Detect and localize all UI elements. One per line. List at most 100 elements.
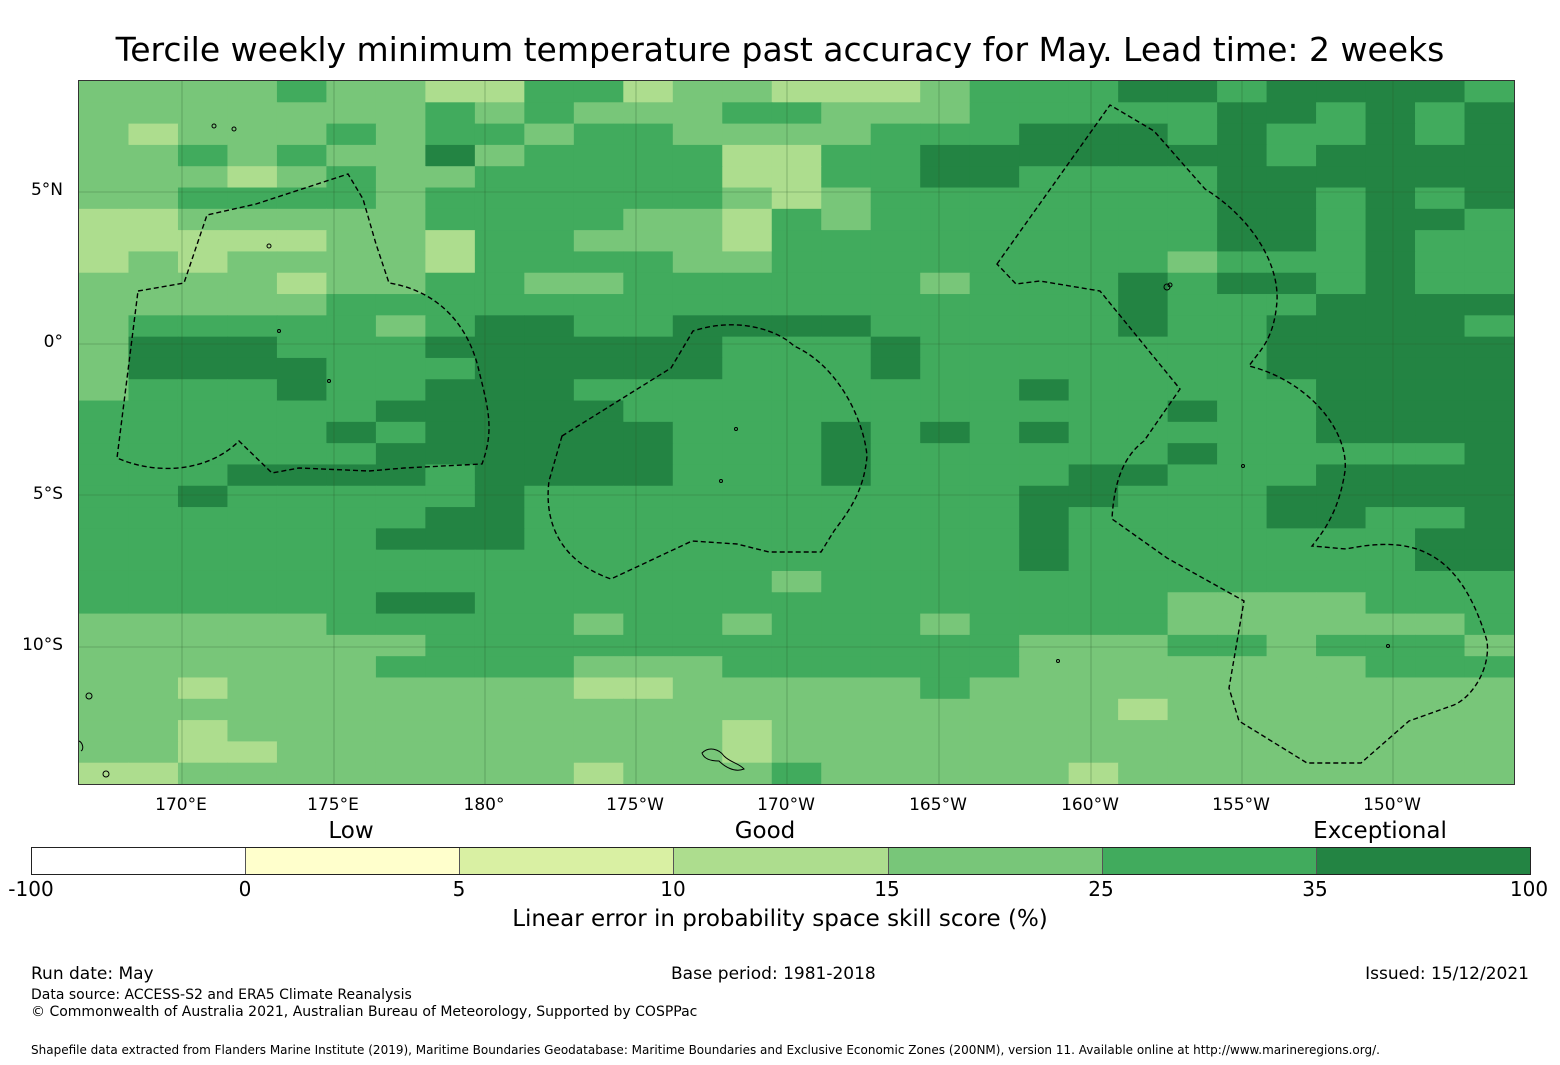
skill-cell bbox=[1316, 613, 1367, 636]
skill-cell bbox=[1464, 315, 1514, 338]
skill-cell bbox=[227, 613, 278, 636]
skill-cell bbox=[1266, 549, 1317, 572]
skill-cell bbox=[1316, 315, 1367, 338]
skill-cell bbox=[969, 592, 1020, 615]
skill-cell bbox=[1266, 443, 1317, 466]
skill-cell bbox=[1415, 528, 1466, 551]
skill-cell bbox=[375, 613, 426, 636]
skill-cell bbox=[771, 357, 822, 380]
run-date: Run date: May bbox=[31, 964, 154, 984]
skill-cell bbox=[1118, 123, 1169, 146]
skill-cell bbox=[79, 272, 130, 295]
skill-cell bbox=[920, 592, 971, 615]
skill-cell bbox=[821, 421, 872, 444]
skill-cell bbox=[1019, 570, 1070, 593]
skill-cell bbox=[1068, 677, 1119, 700]
skill-cell bbox=[920, 208, 971, 231]
skill-cell bbox=[276, 379, 328, 402]
skill-cell bbox=[821, 144, 872, 167]
skill-cell bbox=[920, 507, 971, 529]
skill-cell bbox=[1415, 741, 1466, 764]
skill-cell bbox=[1415, 166, 1466, 189]
skill-cell bbox=[425, 698, 476, 721]
skill-cell bbox=[969, 677, 1020, 700]
skill-cell bbox=[474, 208, 525, 231]
skill-cell bbox=[177, 634, 229, 657]
skill-cell bbox=[375, 720, 426, 742]
skill-cell bbox=[524, 485, 575, 508]
skill-cell bbox=[1316, 443, 1367, 466]
skill-cell bbox=[771, 251, 822, 274]
skill-cell bbox=[1167, 336, 1218, 359]
skill-cell bbox=[870, 698, 921, 721]
graticule bbox=[79, 81, 1514, 784]
skill-cell bbox=[1415, 400, 1466, 423]
skill-cell bbox=[1019, 315, 1070, 338]
skill-cell bbox=[1068, 315, 1119, 338]
skill-cell bbox=[623, 634, 674, 657]
skill-cell bbox=[524, 272, 575, 295]
skill-cell bbox=[1415, 592, 1466, 615]
skill-cell bbox=[920, 294, 971, 316]
map-canvas bbox=[79, 81, 1514, 784]
skill-cell bbox=[1316, 421, 1367, 444]
skill-cell bbox=[1266, 464, 1317, 487]
skill-cell bbox=[177, 741, 229, 764]
skill-cell bbox=[326, 507, 377, 529]
skill-cell bbox=[474, 336, 525, 359]
skill-cell bbox=[672, 357, 723, 380]
skill-score-map bbox=[78, 80, 1515, 785]
skill-cell bbox=[128, 208, 179, 231]
skill-cell bbox=[177, 656, 229, 679]
skill-cell bbox=[1464, 102, 1514, 125]
skill-cell bbox=[1365, 698, 1416, 721]
skill-cell bbox=[1019, 720, 1070, 742]
skill-cell bbox=[326, 336, 377, 359]
skill-cell bbox=[623, 570, 674, 593]
base-period: Base period: 1981-2018 bbox=[671, 964, 876, 984]
skill-cell bbox=[821, 720, 872, 742]
skill-cell bbox=[870, 251, 921, 274]
skill-cell bbox=[524, 187, 575, 210]
skill-cell bbox=[1068, 166, 1119, 189]
skill-cell bbox=[1019, 485, 1070, 508]
skill-cell bbox=[1266, 720, 1317, 742]
skill-cell bbox=[672, 720, 723, 742]
skill-cell bbox=[870, 570, 921, 593]
skill-cell bbox=[79, 507, 130, 529]
skill-cell bbox=[1365, 294, 1416, 316]
skill-cell bbox=[573, 144, 624, 167]
skill-cell bbox=[227, 741, 278, 764]
skill-cell bbox=[920, 379, 971, 402]
skill-cell bbox=[177, 336, 229, 359]
skill-cell bbox=[1019, 357, 1070, 380]
skill-cell bbox=[722, 81, 773, 103]
skill-cell bbox=[722, 166, 773, 189]
skill-cell bbox=[573, 187, 624, 210]
skill-cell bbox=[1118, 315, 1169, 338]
skill-cell bbox=[1464, 762, 1514, 784]
lat-label: 10°S bbox=[22, 635, 63, 655]
skill-cell bbox=[177, 102, 229, 125]
skill-cell bbox=[227, 123, 278, 146]
skill-cell bbox=[1266, 208, 1317, 231]
skill-cell bbox=[573, 677, 624, 700]
skill-cell bbox=[1068, 570, 1119, 593]
skill-cell bbox=[870, 443, 921, 466]
skill-cell bbox=[1118, 166, 1169, 189]
skill-cell bbox=[573, 336, 624, 359]
skill-cell bbox=[128, 187, 179, 210]
skill-cell bbox=[870, 592, 921, 615]
skill-cell bbox=[1365, 208, 1416, 231]
skill-cell bbox=[227, 357, 278, 380]
skill-cell bbox=[474, 485, 525, 508]
skill-cell bbox=[1415, 549, 1466, 572]
skill-cell bbox=[276, 592, 328, 615]
skill-cell bbox=[722, 123, 773, 146]
skill-cell bbox=[1365, 421, 1416, 444]
skill-cell bbox=[177, 187, 229, 210]
skill-cell bbox=[474, 357, 525, 380]
skill-cell bbox=[1019, 123, 1070, 146]
skill-cell bbox=[623, 528, 674, 551]
skill-cell bbox=[1464, 613, 1514, 636]
